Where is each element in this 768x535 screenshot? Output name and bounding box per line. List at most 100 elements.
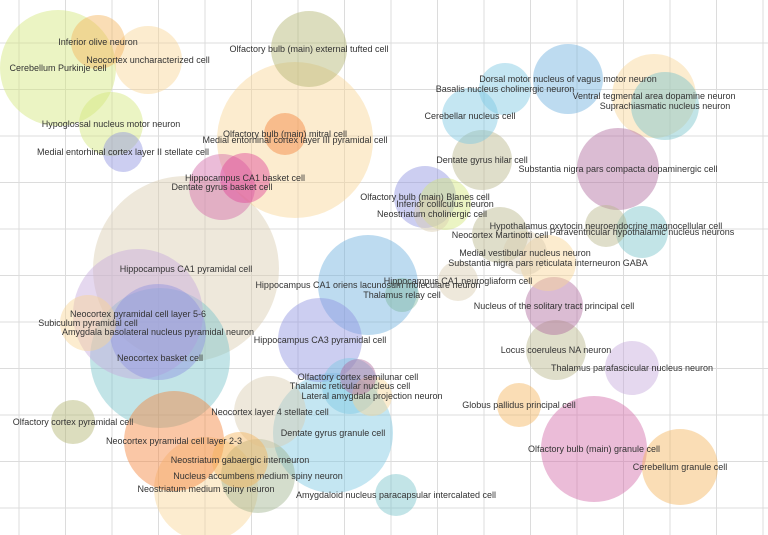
bubble-label: Cerebellum granule cell xyxy=(633,462,728,472)
bubble xyxy=(642,429,718,505)
bubble xyxy=(154,437,258,535)
bubble-label: Dentate gyrus basket cell xyxy=(171,182,272,192)
bubble xyxy=(189,154,255,220)
bubble xyxy=(419,178,471,230)
bubble-label: Thalamic reticular nucleus cell xyxy=(290,381,411,391)
bubble-label: Hippocampus CA1 oriens lacunosum molecul… xyxy=(255,280,480,290)
bubble xyxy=(526,320,586,380)
bubble-label: Globus pallidus principal cell xyxy=(462,400,576,410)
bubble-label: Hippocampus CA3 pyramidal cell xyxy=(254,335,387,345)
bubble-label: Neocortex uncharacterized cell xyxy=(86,55,210,65)
bubble-label: Hippocampus CA1 basket cell xyxy=(185,173,305,183)
bubble xyxy=(631,72,699,140)
bubble xyxy=(322,358,378,414)
bubble-label: Hippocampus CA1 pyramidal cell xyxy=(120,264,253,274)
bubble xyxy=(605,341,659,395)
bubble-label: Neostriatum gabaergic interneuron xyxy=(171,455,310,465)
bubble-label: Locus coeruleus NA neuron xyxy=(501,345,612,355)
bubble xyxy=(278,298,362,382)
bubble xyxy=(442,88,498,144)
bubble xyxy=(497,383,541,427)
bubble xyxy=(438,261,478,301)
bubble-label: Olfactory bulb (main) external tufted ce… xyxy=(229,44,388,54)
bubble xyxy=(51,400,95,444)
bubble-label: Medial entorhinal cortex layer III pyram… xyxy=(202,135,387,145)
bubble-label: Dentate gyrus granule cell xyxy=(281,428,386,438)
bubble-label: Inferior olive neuron xyxy=(58,37,138,47)
bubble-label: Neocortex basket cell xyxy=(117,353,203,363)
bubble-label: Neocortex pyramidal cell layer 2-3 xyxy=(106,436,242,446)
bubble xyxy=(271,11,347,87)
bubble xyxy=(525,277,583,335)
bubble-label: Medial entorhinal cortex layer II stella… xyxy=(37,147,209,157)
bubble xyxy=(264,113,306,155)
bubble-label: Hypoglossal nucleus motor neuron xyxy=(42,119,181,129)
bubble-label: Dorsal motor nucleus of vagus motor neur… xyxy=(479,74,657,84)
bubble xyxy=(503,231,547,275)
bubble-label: Neocortex Martinotti cell xyxy=(452,230,549,240)
bubble-label: Cerebellum Purkinje cell xyxy=(9,63,106,73)
bubble-label: Lateral amygdala projection neuron xyxy=(301,391,442,401)
bubble xyxy=(60,295,116,351)
bubble xyxy=(71,15,125,69)
bubble xyxy=(110,284,206,380)
bubble xyxy=(217,62,373,218)
bubble xyxy=(533,44,603,114)
bubble xyxy=(318,235,418,335)
bubble-label: Neostriatum cholinergic cell xyxy=(377,209,487,219)
bubbles xyxy=(0,10,718,535)
bubble xyxy=(273,373,393,493)
bubble-label: Ventral tegmental area dopamine neuron xyxy=(572,91,735,101)
bubble-label: Medial vestibular nucleus neuron xyxy=(459,248,591,258)
bubble xyxy=(103,132,143,172)
bubble-labels: Cerebellum Purkinje cell Inferior olive n… xyxy=(9,37,735,500)
bubble-label: Thalamus relay cell xyxy=(363,290,441,300)
bubble xyxy=(472,207,528,263)
bubble xyxy=(452,130,512,190)
bubble xyxy=(73,249,203,379)
bubble xyxy=(577,128,659,210)
bubble-label: Substantia nigra pars reticulata interne… xyxy=(448,258,648,268)
bubble xyxy=(124,391,224,491)
bubble-label: Neocortex layer 4 stellate cell xyxy=(211,407,329,417)
bubble-label: Amygdaloid nucleus paracapsular intercal… xyxy=(296,490,496,500)
bubble-label: Olfactory bulb (main) mitral cell xyxy=(223,129,347,139)
bubble-label: Neocortex pyramidal cell layer 5-6 xyxy=(70,309,206,319)
bubble-label: Paraventricular hypothalamic nucleus neu… xyxy=(550,227,735,237)
bubble xyxy=(375,474,417,516)
bubble xyxy=(79,92,143,156)
bubble xyxy=(212,432,268,488)
bubble-label: Cerebellar nucleus cell xyxy=(424,111,515,121)
bubble-label: Suprachiasmatic nucleus neuron xyxy=(600,101,731,111)
bubble xyxy=(616,206,668,258)
bubble-label: Neostriatum medium spiny neuron xyxy=(137,484,274,494)
bubble-label: Hippocampus CA1 neurogliaform cell xyxy=(384,276,533,286)
bubble-label: Olfactory bulb (main) granule cell xyxy=(528,444,660,454)
bubble xyxy=(612,54,696,138)
bubble-label: Nucleus accumbens medium spiny neuron xyxy=(173,471,343,481)
bubble-label: Dentate gyrus hilar cell xyxy=(436,155,528,165)
bubble xyxy=(234,376,306,448)
bubble-label: Olfactory bulb (main) Blanes cell xyxy=(360,192,490,202)
bubble-label: Subiculum pyramidal cell xyxy=(38,318,138,328)
bubble xyxy=(93,176,279,362)
bubble xyxy=(221,439,295,513)
bubble-label: Inferior colliculus neuron xyxy=(396,199,494,209)
bubble xyxy=(541,396,647,502)
bubble xyxy=(220,153,270,203)
bubble-label: Amygdala basolateral nucleus pyramidal n… xyxy=(62,327,254,337)
bubble xyxy=(0,10,116,126)
bubble xyxy=(414,196,450,232)
bubble xyxy=(340,359,376,395)
bubble xyxy=(479,63,531,115)
bubble xyxy=(585,205,627,247)
bubble xyxy=(90,288,230,428)
bubble xyxy=(394,166,456,228)
bubble-label: Olfactory cortex pyramidal cell xyxy=(13,417,134,427)
bubble xyxy=(352,376,392,416)
bubble-label: Basalis nucleus cholinergic neuron xyxy=(436,84,575,94)
bubble-label: Hypothalamus oxytocin neuroendocrine mag… xyxy=(490,221,723,231)
bubble xyxy=(520,235,576,291)
